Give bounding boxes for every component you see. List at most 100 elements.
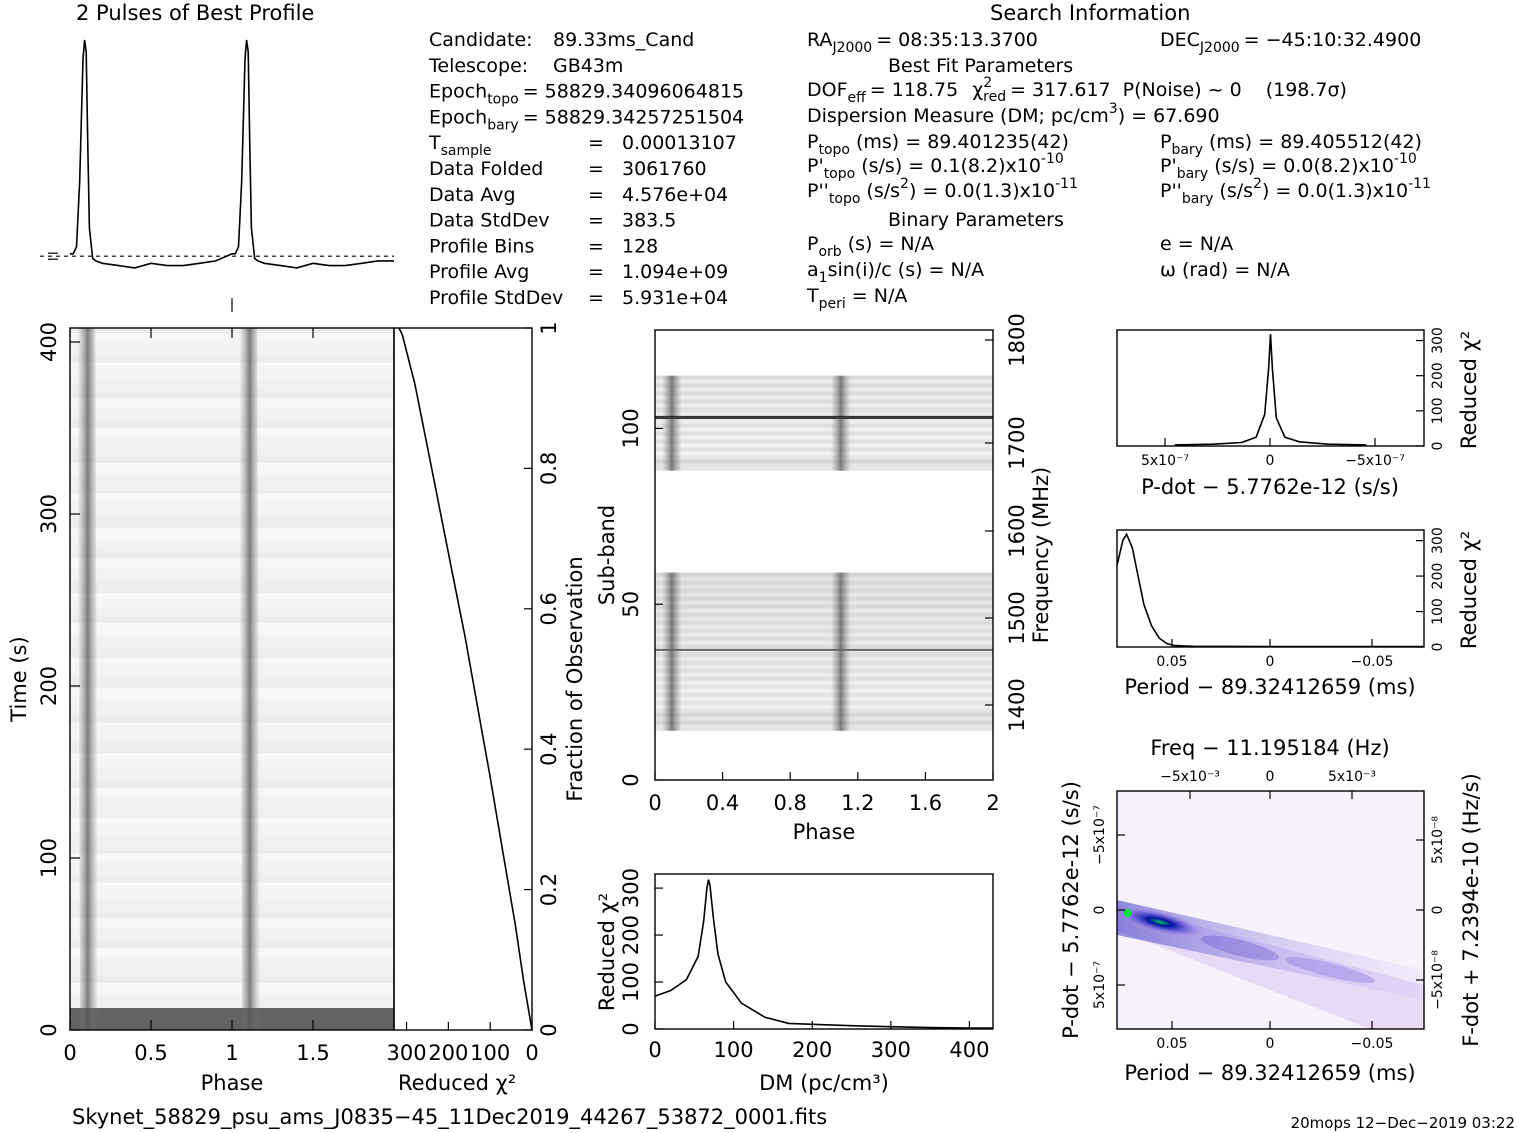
pdtopo-row: P'topo (s/s) = 0.1(8.2)x10-10 — [807, 151, 1064, 182]
time-phase-row — [70, 933, 394, 938]
subband-row — [655, 596, 993, 601]
dm-chi-xtick-label: 400 — [949, 1038, 989, 1062]
period-chi-plot: 0.05 0 −0.05 0 100 200 300 Period − 89.3241265… — [1116, 527, 1481, 699]
subband-y2tick-label: 1800 — [1005, 313, 1029, 366]
subband-row — [655, 672, 993, 677]
tperi-row: Tperi = N/A — [806, 285, 907, 312]
subband-row — [655, 572, 993, 577]
chi-time-xtick-label: 300 — [386, 1041, 426, 1065]
time-phase-row — [70, 888, 394, 893]
time-phase-pulses — [77, 328, 261, 1030]
info-value-5: 3061760 — [622, 158, 707, 180]
pdot-chi-ytick-label: 200 — [1430, 362, 1446, 389]
subband-row — [655, 692, 993, 697]
subband-pulse — [661, 572, 682, 731]
time-phase-row — [70, 623, 394, 628]
time-phase-row — [70, 758, 394, 763]
subband-row — [655, 459, 993, 464]
info-label-9: Profile Avg — [429, 261, 529, 283]
time-phase-row — [70, 433, 394, 438]
subband-row — [655, 411, 993, 416]
subband-y2tick-label: 1400 — [1005, 678, 1029, 731]
chi-time-ylabel: Fraction of Observation — [563, 556, 587, 801]
chi-time-xtick-label: 100 — [470, 1041, 510, 1065]
subband-row — [655, 375, 993, 380]
subband-row — [655, 455, 993, 460]
subband-axes: 0 0.4 0.8 1.2 1.6 2 0 50 100 1400 1500 1600 1700 1800 — [619, 313, 1029, 815]
time-phase-row — [70, 763, 394, 768]
chi-time-xlabel: Reduced χ² — [398, 1071, 516, 1095]
time-phase-row — [70, 943, 394, 948]
time-phase-row — [70, 788, 394, 793]
dm-chi-xtick-label: 100 — [714, 1038, 754, 1062]
time-phase-row — [70, 443, 394, 448]
pdot-chi-axes: 5x10⁻⁷ 0 −5x10⁻⁷ 0 100 200 300 — [1141, 327, 1446, 469]
time-phase-row — [70, 648, 394, 653]
subband-row — [655, 383, 993, 388]
time-phase-row — [70, 778, 394, 783]
time-phase-row — [70, 823, 394, 828]
chi-time-xtick-label: 0 — [525, 1041, 538, 1065]
dm-chi-xlabel: DM (pc/cm³) — [759, 1071, 889, 1095]
subband-row — [655, 419, 993, 424]
time-phase-row — [70, 383, 394, 388]
period-pdot-y2tick-label: 0 — [1430, 906, 1446, 915]
time-phase-row — [70, 843, 394, 848]
period-pdot-max — [1124, 909, 1132, 917]
dof-row: DOFeff = 118.75 χ2 red = 317.617 P(Noise) ~ 0… — [807, 75, 1347, 106]
time-phase-row — [70, 753, 394, 758]
period-pdot-title: Freq − 11.195184 (Hz) — [1150, 736, 1389, 760]
time-phase-row — [70, 483, 394, 488]
period-chi-line — [1116, 532, 1424, 648]
time-phase-texture — [70, 328, 394, 1028]
time-phase-row — [70, 478, 394, 483]
subband-row — [655, 712, 993, 717]
period-chi-xtick-label: 0 — [1266, 654, 1275, 670]
time-phase-row — [70, 558, 394, 563]
period-pdot-y2label: F-dot + 7.2394e-10 (Hz/s) — [1459, 773, 1483, 1047]
time-phase-xtick-label: 1 — [225, 1041, 238, 1065]
omega-row: ω (rad) = N/A — [1160, 259, 1290, 281]
time-phase-row — [70, 498, 394, 503]
time-phase-row — [70, 678, 394, 683]
subband-row — [655, 656, 993, 661]
subband-row — [655, 608, 993, 613]
info-label-8: Profile Bins — [429, 235, 534, 257]
time-phase-row — [70, 988, 394, 993]
pdot-chi-xtick-label: 0 — [1266, 453, 1275, 469]
binary-title: Binary Parameters — [888, 209, 1064, 231]
time-phase-row — [70, 653, 394, 658]
time-phase-row — [70, 993, 394, 998]
time-phase-ytick-label: 200 — [37, 666, 61, 706]
time-phase-ytick-label: 0 — [37, 1023, 61, 1036]
info-eq-4: = — [588, 132, 604, 154]
info-value-0: 89.33ms_Cand — [553, 29, 694, 51]
period-pdot-x2tick-label: 0 — [1266, 769, 1275, 785]
time-phase-row — [70, 973, 394, 978]
time-phase-row — [70, 673, 394, 678]
subband-row — [655, 676, 993, 681]
ra-row: RAJ2000 = 08:35:13.3700 — [807, 29, 1038, 56]
time-phase-row — [70, 663, 394, 668]
time-phase-row — [70, 578, 394, 583]
info-value-8: 128 — [622, 235, 658, 257]
info-value-4: 0.00013107 — [622, 132, 737, 154]
dm-chi-xtick-label: 300 — [871, 1038, 911, 1062]
time-phase-row — [70, 643, 394, 648]
info-value-6: 4.576e+04 — [622, 184, 728, 206]
time-phase-row — [70, 968, 394, 973]
subband-row — [655, 592, 993, 597]
time-phase-row — [70, 808, 394, 813]
subband-row — [655, 700, 993, 705]
subband-phase-plot: 0 0.4 0.8 1.2 1.6 2 0 50 100 1400 1500 1600 1700 1800… — [595, 313, 1053, 844]
info-label-5: Data Folded — [429, 158, 543, 180]
subband-row — [655, 600, 993, 605]
time-phase-row — [70, 813, 394, 818]
time-phase-row — [70, 708, 394, 713]
time-phase-row — [70, 373, 394, 378]
subband-row — [655, 652, 993, 657]
time-phase-row — [70, 418, 394, 423]
period-pdot-xlabel: Period − 89.32412659 (ms) — [1124, 1061, 1415, 1085]
period-chi-ytick-label: 200 — [1430, 563, 1446, 590]
period-chi-xtick-label: 0.05 — [1156, 654, 1187, 670]
